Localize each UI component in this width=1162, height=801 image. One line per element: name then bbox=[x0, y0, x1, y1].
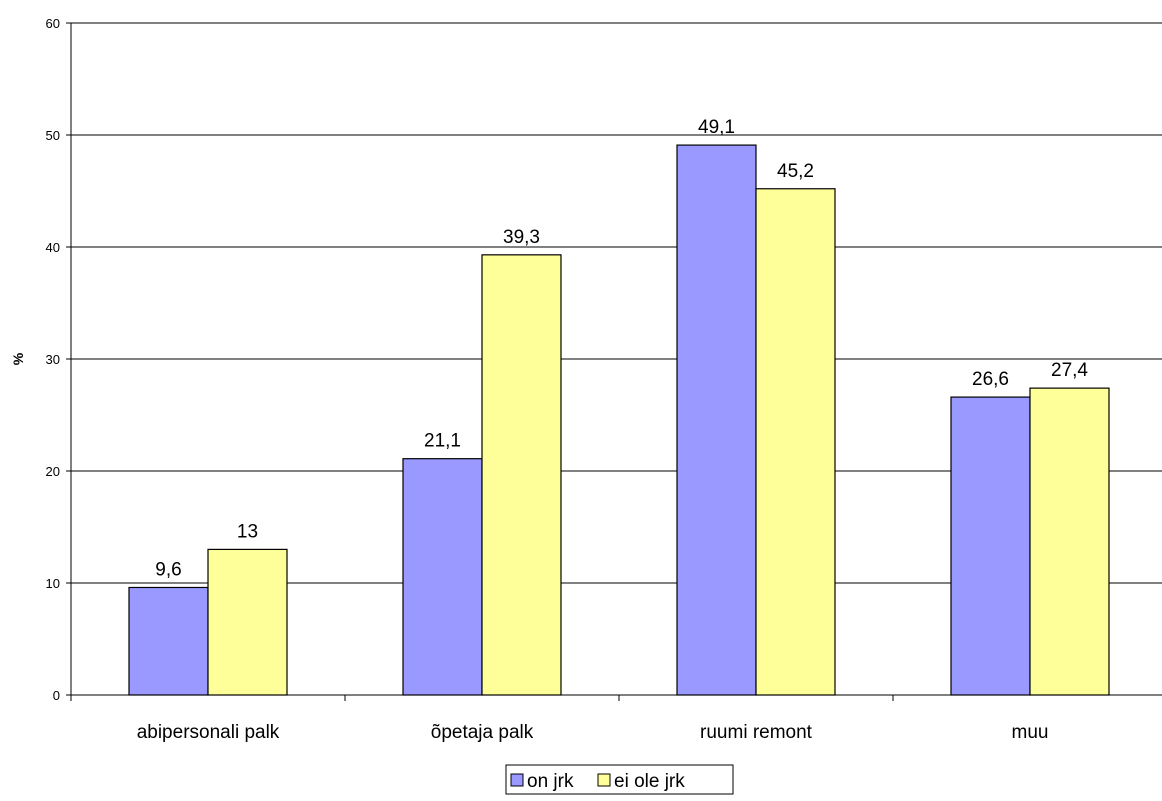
y-tick-label: 40 bbox=[46, 240, 60, 255]
bar-on-jrk bbox=[676, 144, 757, 696]
data-label: 39,3 bbox=[503, 227, 540, 248]
legend-label: on jrk bbox=[527, 771, 574, 792]
bar-ei-ole-jrk bbox=[755, 188, 836, 696]
legend-label: ei ole jrk bbox=[614, 771, 685, 792]
y-tick-label: 0 bbox=[53, 688, 60, 703]
axes: 0 10 20 30 40 50 60% abipersonali palk õpetaja p… bbox=[10, 16, 1162, 743]
y-tick-label: 30 bbox=[46, 352, 60, 367]
y-tick-label: 20 bbox=[46, 464, 60, 479]
legend-box bbox=[505, 764, 734, 795]
bar-on-jrk bbox=[402, 458, 483, 696]
data-label: 26,6 bbox=[972, 369, 1009, 390]
bar-ei-ole-jrk bbox=[1029, 387, 1110, 696]
data-label: 27,4 bbox=[1051, 360, 1088, 381]
bar-on-jrk bbox=[128, 586, 209, 696]
legend-swatch bbox=[510, 773, 524, 787]
legend: on jrk ei ole jrk bbox=[505, 764, 734, 795]
y-tick-label: 10 bbox=[46, 576, 60, 591]
data-label: 21,1 bbox=[424, 431, 461, 452]
data-labels: 9,6 13 21,1 39,3 49,1 45,2 26,6 27,4 bbox=[155, 117, 1088, 580]
x-category-label: abipersonali palk bbox=[137, 722, 280, 743]
data-label: 49,1 bbox=[698, 117, 735, 138]
x-category-label: õpetaja palk bbox=[431, 722, 534, 743]
bar-ei-ole-jrk bbox=[207, 548, 288, 696]
data-label: 45,2 bbox=[777, 161, 814, 182]
data-label: 13 bbox=[237, 521, 258, 542]
x-category-label: ruumi remont bbox=[700, 722, 813, 743]
x-category-label: muu bbox=[1012, 722, 1049, 743]
y-tick-label: 60 bbox=[46, 16, 60, 31]
y-axis-title: % bbox=[10, 352, 26, 365]
bars bbox=[128, 144, 1110, 696]
bar-ei-ole-jrk bbox=[481, 254, 562, 696]
bar-on-jrk bbox=[950, 396, 1031, 696]
y-tick-label: 50 bbox=[46, 128, 60, 143]
data-label: 9,6 bbox=[155, 559, 181, 580]
legend-swatch bbox=[597, 773, 611, 787]
